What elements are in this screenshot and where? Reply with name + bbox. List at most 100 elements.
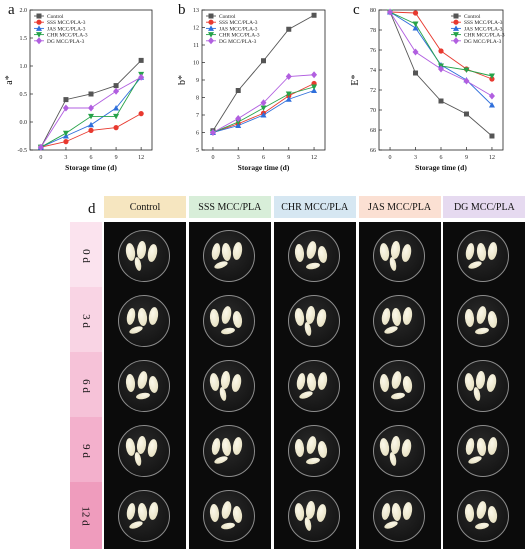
- seed-slice: [475, 242, 487, 262]
- seed-slice: [125, 306, 137, 326]
- y-tick-label: 72: [370, 88, 376, 94]
- data-point: [63, 97, 69, 103]
- legend-marker: [208, 37, 214, 45]
- row-label: 0 d: [80, 248, 92, 263]
- seed-slice: [475, 437, 487, 457]
- x-tick-label: 3: [414, 155, 417, 161]
- data-point: [62, 104, 69, 112]
- petri-dish: [202, 490, 255, 542]
- y-tick-label: 12: [193, 26, 199, 32]
- panel-letter-b: b: [178, 2, 186, 18]
- seed-slice: [147, 374, 159, 394]
- seed-slice: [474, 326, 490, 336]
- sample-photo: [273, 222, 356, 289]
- x-axis-label: Storage time (d): [415, 163, 467, 172]
- x-tick-label: 0: [211, 155, 214, 161]
- column-header: SSS MCC/PLA: [188, 196, 271, 218]
- petri-dish: [118, 490, 170, 542]
- sample-photo: [273, 352, 356, 419]
- data-point: [88, 91, 94, 97]
- petri-dish: [372, 425, 425, 477]
- seed-slice: [146, 243, 158, 263]
- y-tick-label: 10: [193, 61, 199, 67]
- seed-slice: [464, 436, 476, 456]
- seed-slice: [221, 437, 233, 457]
- series-line: [40, 76, 142, 148]
- data-point: [286, 26, 292, 32]
- seed-slice: [391, 307, 402, 327]
- seed-slice: [486, 436, 499, 456]
- y-tick-label: 70: [370, 108, 376, 114]
- seed-slice: [379, 373, 390, 393]
- column-header: Control: [104, 196, 186, 218]
- data-point: [88, 104, 94, 112]
- y-tick-label: 9: [196, 78, 199, 84]
- data-point: [285, 91, 292, 97]
- seed-slice: [221, 242, 233, 262]
- petri-dish: [118, 425, 170, 477]
- data-point: [261, 58, 266, 64]
- petri-dish: [202, 230, 255, 282]
- seed-slice: [220, 521, 236, 531]
- data-point: [260, 99, 267, 107]
- seed-slice: [474, 521, 490, 531]
- seed-slice: [486, 309, 499, 329]
- data-point: [412, 25, 419, 31]
- x-tick-label: 12: [138, 155, 144, 161]
- sample-photo: [104, 287, 186, 354]
- seed-slice: [380, 501, 391, 521]
- data-point: [311, 71, 318, 79]
- seed-slice: [485, 373, 498, 393]
- seed-slice: [464, 241, 476, 261]
- legend-entry: SSS MCC/PLA-3: [464, 20, 503, 26]
- y-tick-label: 5: [196, 148, 199, 154]
- legend-entry: DG MCC/PLA-3: [464, 39, 502, 45]
- petri-dish: [457, 360, 510, 412]
- legend-entry: Control: [219, 14, 236, 20]
- seed-slice: [136, 307, 148, 327]
- legend-entry: CHR MCC/PLA-3: [219, 33, 260, 39]
- seed-slice: [232, 504, 244, 524]
- data-point: [285, 96, 292, 102]
- legend-entry: CHR MCC/PLA-3: [464, 33, 505, 39]
- data-point: [113, 83, 119, 89]
- petri-dish: [287, 425, 340, 477]
- row-header: 0 d: [70, 222, 102, 289]
- sample-photo: [273, 287, 356, 354]
- x-tick-label: 6: [440, 155, 443, 161]
- seed-slice: [220, 326, 236, 336]
- petri-dish: [118, 360, 170, 412]
- seed-slice: [315, 308, 328, 328]
- legend-marker: [36, 19, 42, 25]
- legend-entry: JAS MCC/PLA-3: [464, 26, 503, 32]
- seed-slice: [135, 391, 151, 401]
- y-tick-label: 0.5: [20, 92, 28, 98]
- x-tick-label: 6: [90, 155, 93, 161]
- y-tick-label: 7: [196, 113, 199, 119]
- seed-slice: [380, 306, 391, 326]
- legend-entry: SSS MCC/PLA-3: [47, 20, 86, 26]
- seed-slice: [124, 373, 136, 393]
- data-point: [438, 48, 444, 54]
- data-point: [138, 111, 144, 117]
- chart-c: 66 68 70 72 74 76 78 80 0 3 6 9 12 Storage time (d) E*…: [350, 8, 505, 172]
- seed-slice: [128, 324, 144, 336]
- seed-slice: [315, 503, 328, 523]
- row-label: 12 d: [80, 505, 92, 526]
- data-point: [138, 73, 145, 81]
- sample-photo: [104, 222, 186, 289]
- petri-dish: [457, 490, 510, 542]
- seed-slice: [401, 501, 414, 521]
- legend-marker: [453, 32, 459, 38]
- row-header: 9 d: [70, 417, 102, 484]
- sample-photo: [188, 482, 271, 549]
- seed-slice: [305, 456, 321, 466]
- seed-slice: [213, 259, 229, 271]
- x-tick-label: 3: [64, 155, 67, 161]
- sample-photo: [443, 482, 526, 549]
- sample-photo: [443, 352, 526, 419]
- row-header: 6 d: [70, 352, 102, 419]
- panel-letter-a: a: [8, 2, 15, 18]
- x-tick-label: 12: [489, 155, 495, 161]
- sample-photo: [188, 287, 271, 354]
